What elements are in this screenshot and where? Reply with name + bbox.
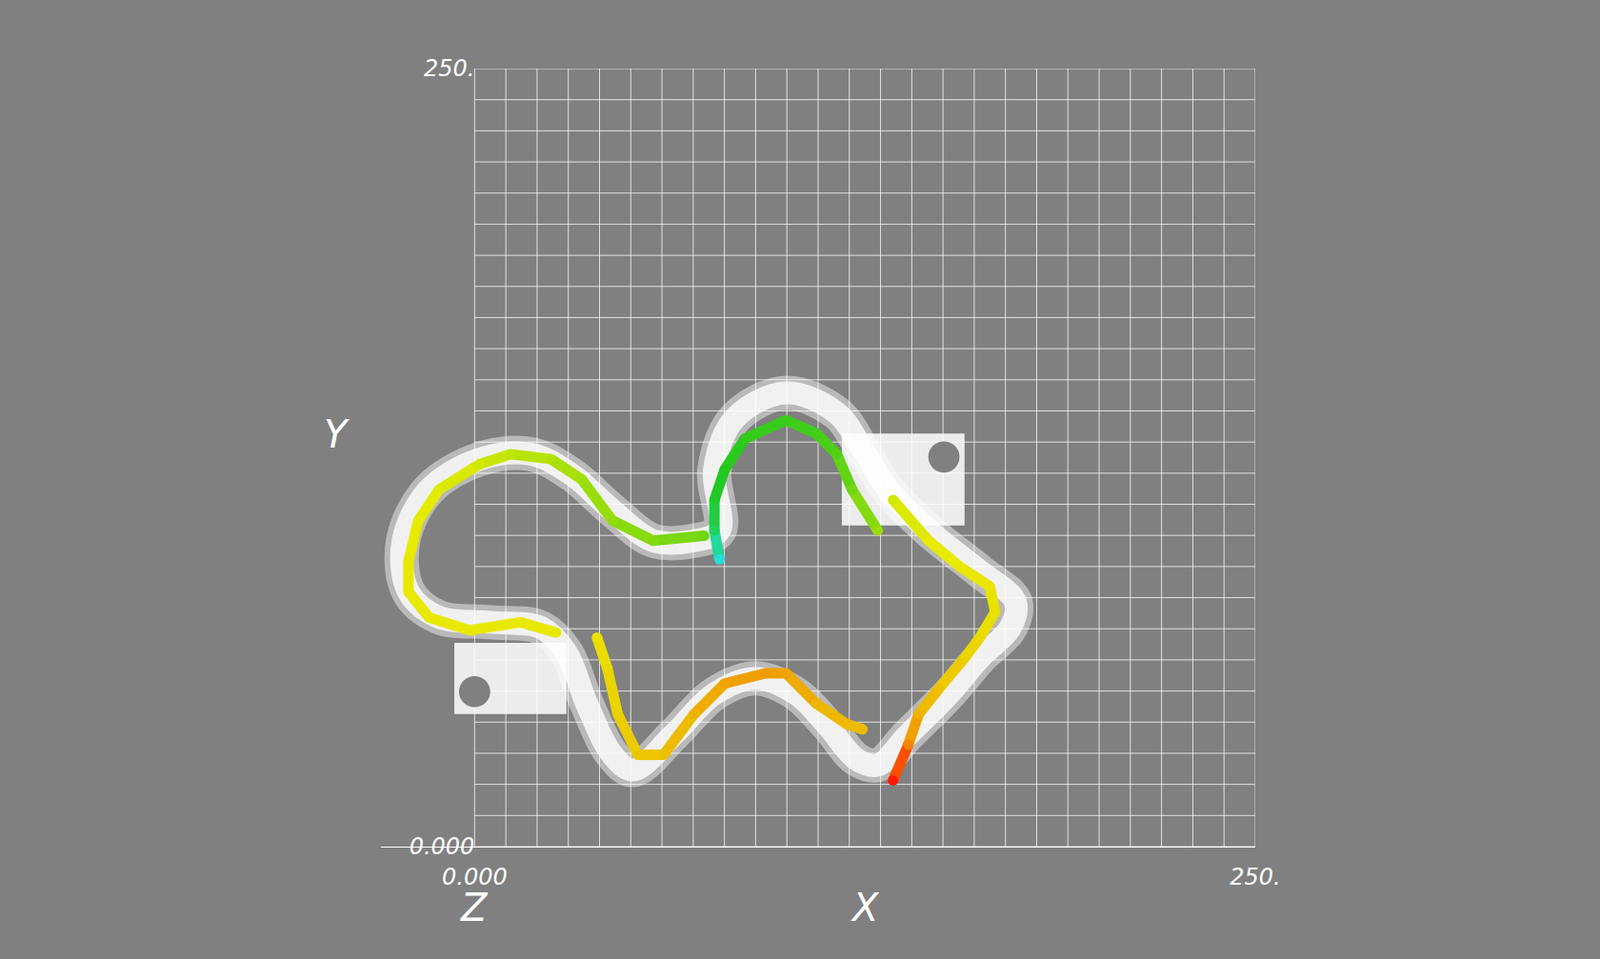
- svg-text:250.: 250.: [423, 55, 475, 82]
- svg-text:X: X: [850, 885, 880, 930]
- svg-text:0.000: 0.000: [409, 833, 476, 860]
- svg-text:250.: 250.: [1229, 863, 1280, 891]
- svg-text:Z: Z: [460, 885, 489, 930]
- svg-text:Y: Y: [323, 412, 351, 457]
- svg-text:0.000: 0.000: [441, 863, 508, 891]
